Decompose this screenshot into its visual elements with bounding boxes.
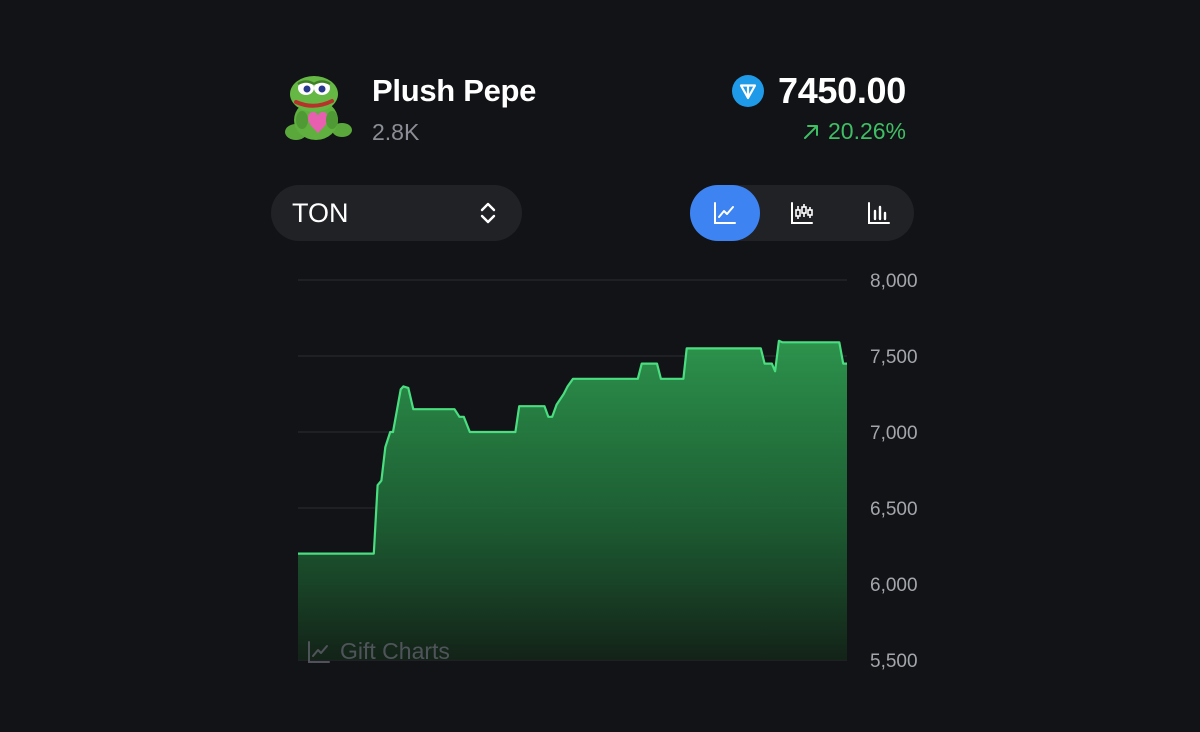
currency-select-value: TON	[292, 197, 349, 228]
plush-pepe-frog-icon	[282, 70, 354, 146]
y-tick-label: 6,000	[870, 575, 918, 596]
chart-view-toggle	[690, 185, 914, 241]
candlestick-chart-button[interactable]	[767, 185, 837, 241]
bar-chart-button[interactable]	[844, 185, 914, 241]
watermark: Gift Charts	[306, 638, 450, 665]
chart-price-line	[298, 339, 847, 555]
chevron-up-down-icon	[480, 202, 496, 224]
line-chart-button[interactable]	[690, 185, 760, 241]
gift-supply-count: 2.8K	[372, 119, 420, 145]
gift-title: Plush Pepe	[372, 73, 537, 108]
chart-area-fill	[298, 340, 847, 660]
price-change-percent: 20.26%	[827, 118, 906, 144]
y-tick-label: 8,000	[870, 271, 918, 292]
y-tick-label: 7,500	[870, 347, 918, 368]
currency-select[interactable]: TON	[271, 185, 522, 241]
line-chart-icon	[714, 202, 736, 224]
line-chart-icon	[308, 640, 330, 663]
y-tick-label: 7,000	[870, 423, 918, 444]
current-price: 7450.00	[777, 70, 906, 111]
price-block: 7450.00	[731, 70, 906, 112]
y-axis-ticks: 8,000 7,500 7,000 6,500 6,000 5,500	[870, 271, 918, 672]
ton-diamond-icon	[731, 75, 764, 107]
arrow-up-right-icon	[803, 124, 818, 139]
y-tick-label: 5,500	[870, 651, 918, 672]
price-change: 20.26%	[802, 118, 906, 145]
watermark-text: Gift Charts	[340, 638, 450, 664]
y-tick-label: 6,500	[870, 499, 918, 520]
bar-chart-icon	[868, 202, 890, 224]
candlestick-chart-icon	[791, 202, 813, 224]
